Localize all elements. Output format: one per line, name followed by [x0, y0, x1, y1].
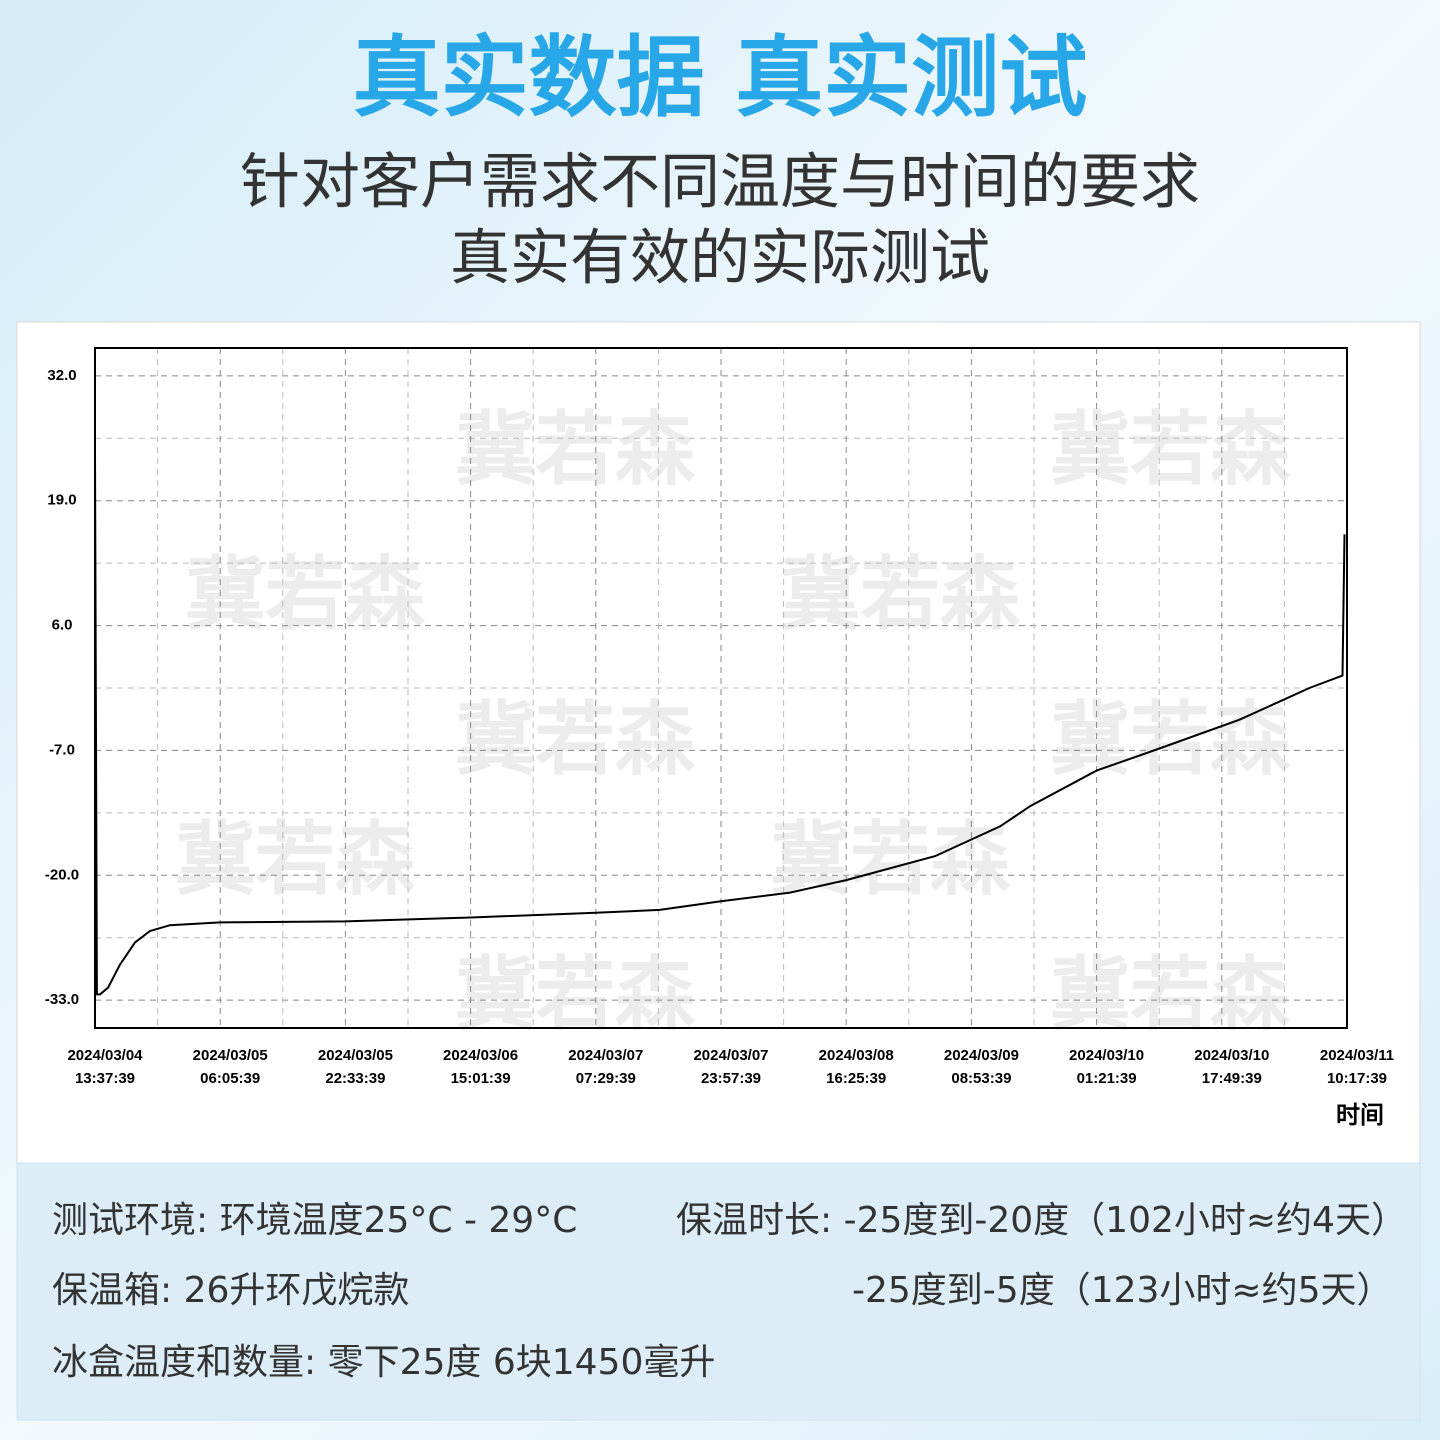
- x-tick-label: 2024/03/04: [67, 1047, 143, 1064]
- note: 测试环境: 环境温度25°C - 29°C: [52, 1200, 577, 1241]
- watermark: 冀若森: [455, 693, 696, 786]
- watermark: 冀若森: [185, 548, 426, 641]
- y-tick-label: -20.0: [45, 866, 79, 883]
- x-tick-label: 2024/03/05: [318, 1047, 393, 1064]
- watermark: 冀若森: [455, 403, 696, 496]
- x-tick-label: 17:49:39: [1202, 1070, 1262, 1087]
- y-tick-label: 19.0: [47, 492, 76, 509]
- x-axis-label: 时间: [1336, 1101, 1384, 1129]
- watermark: 冀若森: [1050, 403, 1291, 496]
- x-tick-label: 2024/03/10: [1069, 1047, 1144, 1064]
- watermark: 冀若森: [455, 948, 696, 1041]
- y-tick-label: -33.0: [45, 991, 79, 1008]
- x-tick-label: 2024/03/07: [693, 1047, 768, 1064]
- x-tick-label: 06:05:39: [200, 1070, 260, 1087]
- x-tick-label: 2024/03/08: [819, 1047, 894, 1064]
- note: -25度到-5度（123小时≈约5天）: [852, 1270, 1392, 1311]
- subtitle: 针对客户需求不同温度与时间的要求: [240, 148, 1200, 218]
- note: 冰盒温度和数量: 零下25度 6块1450毫升: [52, 1342, 715, 1383]
- x-tick-label: 2024/03/11: [1320, 1047, 1394, 1064]
- x-tick-label: 15:01:39: [451, 1070, 511, 1087]
- chart-panel: [16, 321, 1421, 1164]
- x-tick-label: 08:53:39: [951, 1070, 1011, 1087]
- watermark: 冀若森: [770, 813, 1011, 906]
- subtitle: 真实有效的实际测试: [450, 224, 990, 294]
- info-panel: [16, 1162, 1421, 1421]
- x-tick-label: 13:37:39: [75, 1070, 135, 1087]
- x-tick-label: 2024/03/05: [193, 1047, 268, 1064]
- x-tick-label: 16:25:39: [826, 1070, 886, 1087]
- x-tick-label: 10:17:39: [1327, 1070, 1387, 1087]
- x-tick-label: 22:33:39: [325, 1070, 385, 1087]
- y-tick-label: 6.0: [52, 617, 73, 634]
- watermark: 冀若森: [780, 548, 1021, 641]
- x-tick-label: 01:21:39: [1077, 1070, 1137, 1087]
- note: 保温箱: 26升环戊烷款: [52, 1270, 409, 1311]
- watermark: 冀若森: [1050, 693, 1291, 786]
- x-tick-label: 2024/03/09: [944, 1047, 1019, 1064]
- y-tick-label: 32.0: [47, 367, 76, 384]
- x-tick-label: 23:57:39: [701, 1070, 761, 1087]
- x-tick-label: 07:29:39: [576, 1070, 636, 1087]
- title: 真实数据 真实测试: [353, 26, 1088, 129]
- data-line: [94, 452, 1346, 996]
- watermark: 冀若森: [1050, 948, 1291, 1041]
- x-tick-label: 2024/03/10: [1194, 1047, 1269, 1064]
- x-tick-label: 2024/03/07: [568, 1047, 643, 1064]
- note: 保温时长: -25度到-20度（102小时≈约4天）: [676, 1200, 1407, 1241]
- y-tick-label: -7.0: [49, 741, 75, 758]
- watermark: 冀若森: [175, 813, 416, 906]
- x-tick-label: 2024/03/06: [443, 1047, 518, 1064]
